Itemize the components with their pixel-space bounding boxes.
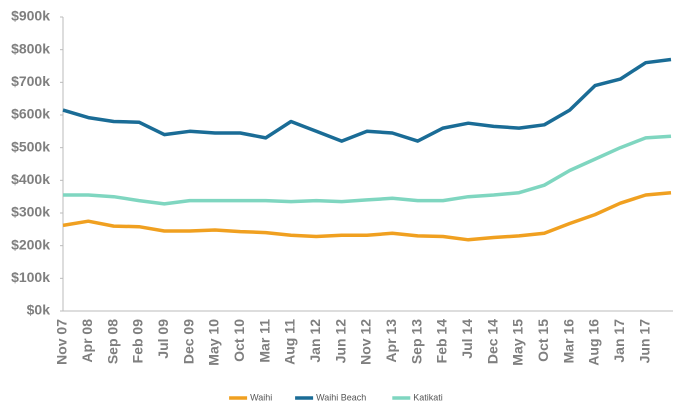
x-tick-label: Aug 16 — [586, 319, 602, 366]
y-tick-label: $500k — [11, 138, 50, 154]
x-tick-label: Jun 17 — [636, 319, 652, 364]
x-tick-label: Jun 12 — [332, 319, 348, 364]
legend-label: Katikati — [413, 392, 443, 402]
x-tick-label: Oct 15 — [535, 319, 551, 362]
x-tick-label: Oct 10 — [231, 319, 247, 362]
x-tick-label: Aug 11 — [282, 319, 298, 365]
x-tick-label: Apr 08 — [79, 319, 95, 363]
x-tick-label: Sep 08 — [104, 319, 120, 364]
y-tick-label: $300k — [11, 204, 50, 220]
series-line — [62, 57, 672, 143]
x-tick-label: Nov 07 — [54, 319, 70, 365]
x-tick-label: May 10 — [206, 319, 222, 366]
x-tick-label: Jul 09 — [155, 319, 171, 359]
x-tick-label: Feb 14 — [434, 319, 450, 364]
legend-label: Waihi Beach — [316, 392, 366, 402]
y-tick-label: $100k — [11, 269, 50, 285]
x-tick-label: Sep 13 — [408, 319, 424, 364]
x-tick-label: Dec 14 — [484, 319, 500, 364]
x-tick-label: Mar 16 — [560, 319, 576, 364]
y-tick-label: $0k — [27, 302, 51, 318]
series-line — [63, 134, 672, 206]
y-tick-label: $900k — [11, 8, 50, 24]
x-tick-label: Feb 09 — [130, 319, 146, 364]
y-tick-label: $800k — [11, 40, 50, 56]
x-tick-label: Mar 11 — [256, 319, 272, 363]
x-tick-label: Apr 13 — [383, 319, 399, 363]
legend-label: Waihi — [250, 392, 272, 402]
x-tick-label: Dec 09 — [180, 319, 196, 364]
y-tick-label: $700k — [11, 73, 50, 89]
x-tick-label: Jan 12 — [307, 319, 323, 363]
y-tick-label: $200k — [11, 236, 50, 252]
x-tick-label: Jan 17 — [611, 319, 627, 363]
x-tick-label: May 15 — [510, 319, 526, 366]
y-tick-label: $400k — [11, 171, 50, 187]
series-line — [62, 190, 672, 242]
y-tick-label: $600k — [11, 106, 50, 122]
x-tick-label: Jul 14 — [459, 319, 475, 359]
x-tick-label: Nov 12 — [358, 319, 374, 365]
